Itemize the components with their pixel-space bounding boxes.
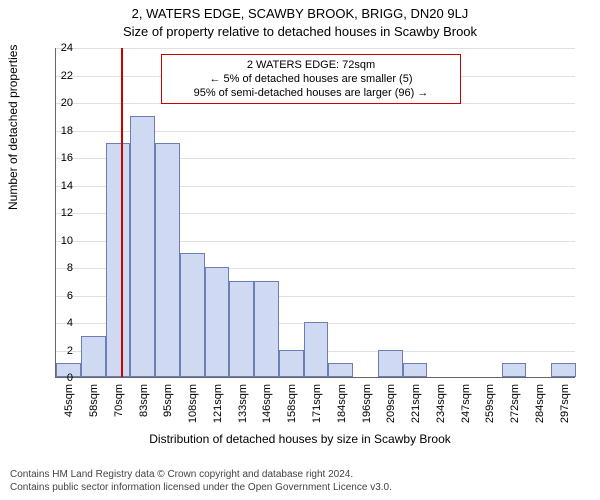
x-tick-label: 45sqm [63, 384, 75, 417]
histogram-bar [130, 116, 155, 377]
y-tick-label: 4 [49, 317, 73, 329]
histogram-bar [254, 281, 279, 377]
histogram-bar [155, 143, 180, 377]
y-tick-label: 0 [49, 372, 73, 384]
x-tick-label: 133sqm [237, 384, 249, 423]
property-marker-line [121, 48, 123, 377]
y-tick-label: 20 [49, 97, 73, 109]
x-tick-label: 83sqm [138, 384, 150, 417]
x-tick-label: 247sqm [460, 384, 472, 423]
histogram-bar [502, 363, 527, 377]
annotation-line2: ← 5% of detached houses are smaller (5) [168, 72, 454, 86]
x-tick-label: 95sqm [162, 384, 174, 417]
x-tick-label: 284sqm [534, 384, 546, 423]
x-tick-label: 58sqm [88, 384, 100, 417]
histogram-bar [378, 350, 403, 378]
x-tick-label: 121sqm [212, 384, 224, 423]
y-tick-label: 10 [49, 235, 73, 247]
y-tick-label: 12 [49, 207, 73, 219]
annotation-box: 2 WATERS EDGE: 72sqm← 5% of detached hou… [161, 54, 461, 104]
y-tick-label: 6 [49, 290, 73, 302]
x-tick-label: 184sqm [336, 384, 348, 423]
histogram-bar [279, 350, 304, 378]
annotation-line3: 95% of semi-detached houses are larger (… [168, 86, 454, 100]
y-tick-label: 18 [49, 125, 73, 137]
y-tick-label: 2 [49, 345, 73, 357]
histogram-bar [304, 322, 329, 377]
x-tick-label: 196sqm [361, 384, 373, 423]
x-tick-label: 297sqm [559, 384, 571, 423]
histogram-bar [229, 281, 254, 377]
plot-area: 2 WATERS EDGE: 72sqm← 5% of detached hou… [55, 48, 575, 378]
footer-line2: Contains public sector information licen… [10, 481, 392, 494]
y-tick-label: 22 [49, 70, 73, 82]
x-axis-label: Distribution of detached houses by size … [0, 432, 600, 446]
y-tick-label: 24 [49, 42, 73, 54]
histogram-bar [403, 363, 428, 377]
x-tick-label: 171sqm [311, 384, 323, 423]
y-tick-label: 16 [49, 152, 73, 164]
chart-container: 2, WATERS EDGE, SCAWBY BROOK, BRIGG, DN2… [0, 0, 600, 500]
y-axis-label: Number of detached properties [6, 45, 20, 210]
chart-title-line2: Size of property relative to detached ho… [0, 24, 600, 39]
chart-title-line1: 2, WATERS EDGE, SCAWBY BROOK, BRIGG, DN2… [0, 6, 600, 21]
histogram-bar [205, 267, 230, 377]
histogram-bar [180, 253, 205, 377]
x-tick-label: 146sqm [261, 384, 273, 423]
footer-line1: Contains HM Land Registry data © Crown c… [10, 468, 392, 481]
footer-attribution: Contains HM Land Registry data © Crown c… [10, 468, 392, 494]
histogram-bar [81, 336, 106, 377]
x-tick-label: 158sqm [286, 384, 298, 423]
x-tick-label: 234sqm [435, 384, 447, 423]
x-tick-label: 108sqm [187, 384, 199, 423]
x-tick-label: 259sqm [484, 384, 496, 423]
gridline [56, 48, 575, 49]
x-tick-label: 70sqm [113, 384, 125, 417]
annotation-line1: 2 WATERS EDGE: 72sqm [168, 58, 454, 72]
y-tick-label: 8 [49, 262, 73, 274]
y-tick-label: 14 [49, 180, 73, 192]
x-tick-label: 272sqm [509, 384, 521, 423]
x-tick-label: 209sqm [385, 384, 397, 423]
histogram-bar [551, 363, 576, 377]
histogram-bar [106, 143, 131, 377]
histogram-bar [328, 363, 353, 377]
x-tick-label: 221sqm [410, 384, 422, 423]
